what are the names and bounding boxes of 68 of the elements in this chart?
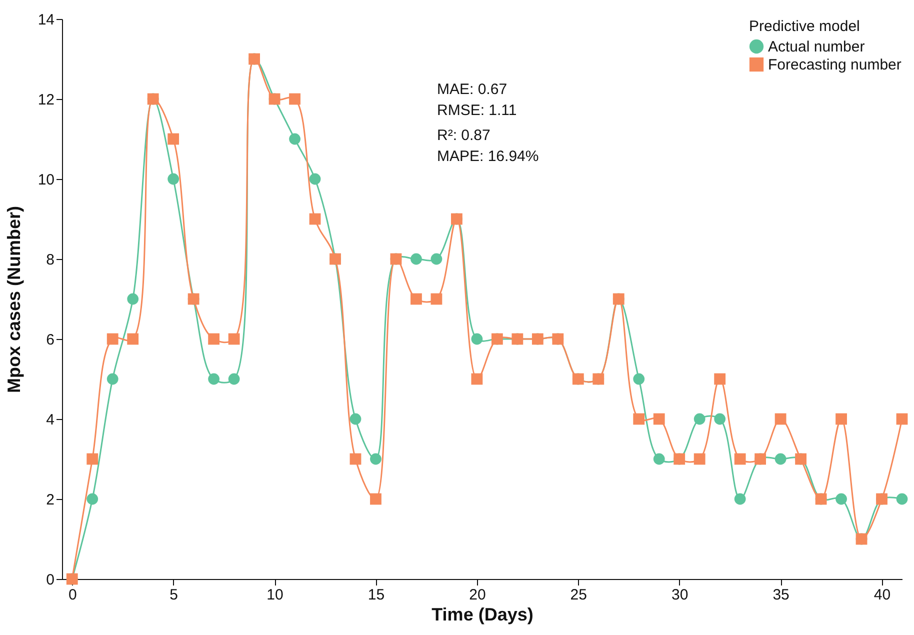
point — [410, 293, 422, 305]
point — [86, 453, 98, 465]
x-tick-label: 35 — [772, 586, 790, 604]
point — [633, 413, 645, 425]
point — [430, 253, 442, 265]
point — [370, 453, 382, 465]
legend-title: Predictive model — [749, 18, 860, 35]
x-tick-label: 25 — [570, 586, 587, 604]
y-tick-label: 4 — [46, 412, 54, 428]
y-axis-title: Mpox cases (Number) — [4, 206, 24, 394]
y-tick-label: 14 — [38, 12, 54, 28]
point — [836, 413, 847, 425]
y-tick-label: 12 — [38, 92, 54, 108]
point — [228, 373, 240, 385]
point — [208, 373, 220, 385]
x-tick-label: 30 — [672, 586, 688, 604]
point — [289, 133, 300, 145]
point — [350, 453, 362, 465]
point — [694, 453, 706, 465]
point — [734, 453, 746, 465]
point — [836, 493, 847, 505]
point — [228, 333, 240, 345]
y-tick-label: 6 — [46, 332, 54, 348]
point — [309, 173, 321, 185]
x-tick-label: 40 — [874, 586, 891, 604]
point — [694, 413, 706, 425]
point — [168, 173, 180, 185]
x-axis-title: Time (Days) — [432, 604, 534, 624]
annotation: MAPE: 16.94% — [437, 148, 539, 165]
annotation: RMSE: 1.11 — [437, 102, 517, 119]
point — [410, 253, 422, 265]
point — [896, 493, 908, 505]
point — [714, 413, 726, 425]
point — [370, 493, 382, 505]
x-tick-label: 5 — [170, 586, 178, 604]
point — [471, 373, 483, 385]
point — [208, 333, 220, 345]
y-tick-label: 2 — [46, 492, 54, 508]
y-tick-label: 0 — [46, 572, 54, 588]
point — [106, 333, 118, 345]
x-tick-label: 20 — [469, 586, 486, 604]
point — [653, 453, 665, 465]
x-tick-label: 0 — [68, 586, 77, 604]
point — [350, 413, 362, 425]
point — [430, 293, 442, 305]
legend-label: Forecasting number — [768, 56, 902, 74]
point — [774, 453, 786, 465]
x-tick-label: 15 — [368, 586, 385, 604]
point — [471, 333, 483, 345]
point — [168, 133, 180, 145]
point — [734, 493, 746, 505]
point — [309, 213, 321, 225]
point — [106, 373, 118, 385]
point — [714, 373, 726, 385]
point — [127, 333, 139, 345]
point — [653, 413, 665, 425]
point — [896, 413, 908, 425]
point — [86, 493, 98, 505]
point — [774, 413, 786, 425]
point — [289, 93, 300, 105]
legend-label: Actual number — [768, 38, 865, 56]
x-tick-label: 10 — [266, 586, 284, 604]
annotation: R²: 0.87 — [437, 127, 490, 144]
y-tick-label: 10 — [38, 172, 54, 188]
annotation: MAE: 0.67 — [437, 81, 508, 98]
point — [633, 373, 645, 385]
y-tick-label: 8 — [46, 252, 54, 268]
point — [127, 293, 139, 305]
